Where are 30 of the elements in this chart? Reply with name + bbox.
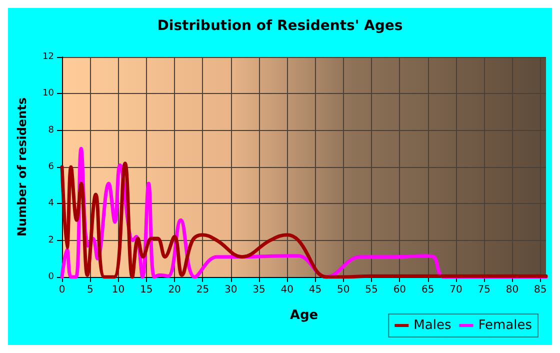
x-tick-label: 20 [168,284,181,296]
y-tick-label: 4 [48,198,54,209]
x-tick-label: 60 [393,284,406,296]
y-axis-title: Number of residents [15,97,29,237]
x-tick-label: 80 [506,284,519,296]
y-tick-label: 8 [48,125,54,136]
x-tick-label: 25 [196,284,210,296]
x-tick-label: 75 [478,284,490,296]
y-tick-label: 12 [42,52,54,62]
legend-label: Males [414,318,452,333]
x-tick-label: 50 [337,284,350,296]
x-tick-label: 35 [252,284,266,296]
x-axis-title: Age [290,308,318,323]
x-tick-label: 40 [280,284,294,296]
x-tick-label: 55 [365,284,378,296]
x-tick-label: 0 [58,284,66,296]
x-tick-label: 85 [534,284,547,296]
x-tick-label: 65 [421,284,434,296]
y-tick-label: 2 [48,235,54,246]
x-tick-label: 5 [86,284,94,296]
y-tick-label: 0 [48,272,54,282]
y-tick-label: 10 [42,88,54,99]
x-tick-label: 10 [112,284,125,296]
x-tick-label: 70 [450,284,462,296]
x-tick-label: 45 [308,284,322,296]
chart-title: Distribution of Residents' Ages [157,18,403,34]
x-tick-label: 30 [224,284,238,296]
y-tick-label: 6 [48,162,54,172]
legend-label: Females [478,318,532,333]
x-tick-label: 15 [140,284,153,296]
